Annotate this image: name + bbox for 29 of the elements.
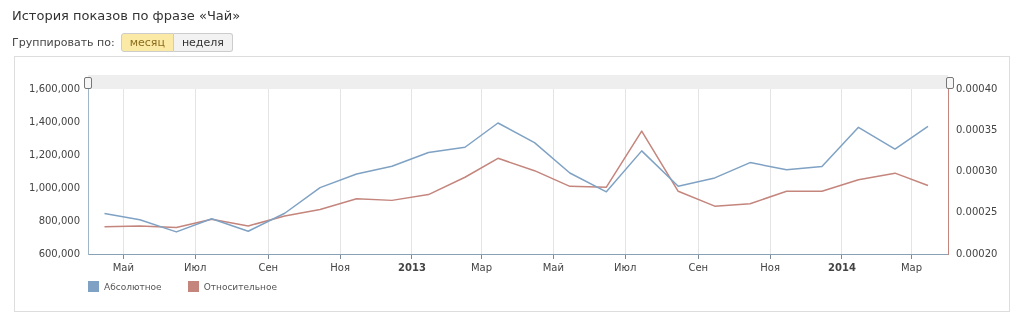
y2-tick-label: 0.00020 <box>956 247 998 259</box>
x-tick-label: Июл <box>614 261 637 273</box>
y2-tick-label: 0.00025 <box>956 206 998 218</box>
y-tick-label: 1,200,000 <box>29 148 80 160</box>
y2-tick-label: 0.00030 <box>956 165 998 177</box>
y-tick-label: 1,000,000 <box>29 181 80 193</box>
legend-label: Абсолютное <box>104 281 162 292</box>
y-tick-label: 600,000 <box>38 247 80 259</box>
x-tick-label: Сен <box>258 261 279 273</box>
x-tick-label: Май <box>542 261 564 273</box>
x-tick-label: Мар <box>470 261 493 273</box>
y-tick-label: 1,600,000 <box>29 82 80 94</box>
x-tick-label: Сен <box>688 261 709 273</box>
chart-title: История показов по фразе «Чай» <box>12 8 241 23</box>
text: неделя <box>173 33 233 52</box>
x-tick-label: 2014 <box>828 261 856 273</box>
x-tick-label: Июл <box>184 261 207 273</box>
y2-tick-label: 0.00040 <box>956 82 998 94</box>
text: месяц <box>120 33 174 52</box>
x-tick-label: 2013 <box>398 261 426 273</box>
y-tick-label: 1,400,000 <box>29 115 80 127</box>
x-tick-label: Май <box>112 261 134 273</box>
x-tick-label: Ноя <box>760 261 780 273</box>
y2-tick-label: 0.00035 <box>956 123 998 135</box>
y-tick-label: 800,000 <box>38 214 80 226</box>
x-tick-label: Ноя <box>330 261 350 273</box>
x-tick-label: Мар <box>900 261 923 273</box>
text: Группировать по: <box>12 36 115 49</box>
legend-label: Относительное <box>203 281 277 292</box>
